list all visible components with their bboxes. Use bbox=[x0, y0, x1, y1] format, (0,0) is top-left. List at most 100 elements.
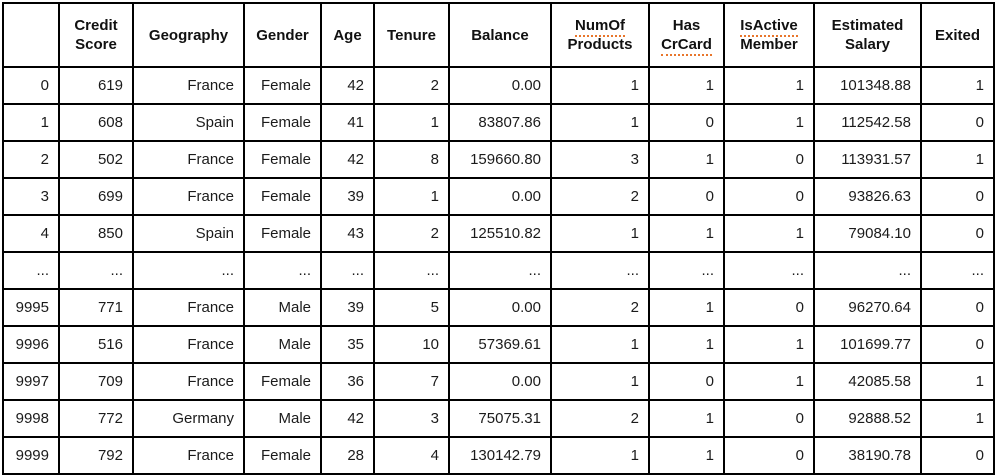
cell-estimated-salary: 101348.88 bbox=[813, 66, 922, 105]
cell-balance: 0.00 bbox=[448, 66, 552, 105]
cell-geography: France bbox=[132, 362, 245, 401]
column-header-text: Age bbox=[333, 26, 362, 44]
column-header-estimated-salary: Estimated Salary bbox=[813, 2, 922, 68]
cell-gender: Female bbox=[243, 214, 322, 253]
cell-exited: 0 bbox=[920, 288, 995, 327]
spellcheck-underline-word: CrCard bbox=[661, 36, 712, 56]
column-header-text: Estimated bbox=[831, 17, 904, 34]
cell-index: 1 bbox=[2, 103, 60, 142]
cell-tenure: 4 bbox=[373, 436, 450, 475]
column-header-text: Salary bbox=[844, 36, 891, 53]
cell-balance: 125510.82 bbox=[448, 214, 552, 253]
cell-index: 9995 bbox=[2, 288, 60, 327]
cell-index: 3 bbox=[2, 177, 60, 216]
table-row-4: 4 850 Spain Female 43 2 125510.82 1 1 1 79084.10 0 bbox=[2, 214, 995, 253]
cell-index: 9999 bbox=[2, 436, 60, 475]
cell-estimated-salary: 101699.77 bbox=[813, 325, 922, 364]
cell-credit-score: 709 bbox=[58, 362, 134, 401]
column-header-tenure: Tenure bbox=[373, 2, 450, 68]
column-header-num-of-products: NumOf Products bbox=[550, 2, 650, 68]
cell-exited: 1 bbox=[920, 399, 995, 438]
cell-geography: France bbox=[132, 288, 245, 327]
cell-geography: France bbox=[132, 140, 245, 179]
cell-tenure: 10 bbox=[373, 325, 450, 364]
cell-gender: Female bbox=[243, 177, 322, 216]
cell-num-of-products: 1 bbox=[550, 103, 650, 142]
column-header-has-crcard: Has CrCard bbox=[648, 2, 725, 68]
cell-gender: ... bbox=[243, 251, 322, 290]
cell-has-crcard: 0 bbox=[648, 103, 725, 142]
column-header-text: Has bbox=[672, 17, 701, 34]
cell-credit-score: 502 bbox=[58, 140, 134, 179]
cell-is-active-member: 0 bbox=[723, 436, 815, 475]
cell-tenure: 5 bbox=[373, 288, 450, 327]
cell-balance: 0.00 bbox=[448, 288, 552, 327]
cell-balance: 0.00 bbox=[448, 362, 552, 401]
cell-age: 36 bbox=[320, 362, 375, 401]
cell-balance: ... bbox=[448, 251, 552, 290]
cell-num-of-products: 1 bbox=[550, 66, 650, 105]
table-row-9997: 9997 709 France Female 36 7 0.00 1 0 1 42085.58 1 bbox=[2, 362, 995, 401]
cell-exited: 1 bbox=[920, 66, 995, 105]
spellcheck-underline-word: NumOf bbox=[575, 17, 625, 37]
cell-index: 9998 bbox=[2, 399, 60, 438]
cell-gender: Female bbox=[243, 362, 322, 401]
cell-index: 9996 bbox=[2, 325, 60, 364]
cell-age: 42 bbox=[320, 140, 375, 179]
cell-geography: France bbox=[132, 436, 245, 475]
cell-balance: 75075.31 bbox=[448, 399, 552, 438]
table-row-0: 0 619 France Female 42 2 0.00 1 1 1 101348.88 1 bbox=[2, 66, 995, 105]
cell-is-active-member: 1 bbox=[723, 103, 815, 142]
cell-gender: Female bbox=[243, 103, 322, 142]
column-header-text: CrCard bbox=[652, 35, 721, 56]
cell-tenure: 2 bbox=[373, 214, 450, 253]
cell-age: 35 bbox=[320, 325, 375, 364]
cell-exited: 0 bbox=[920, 177, 995, 216]
cell-num-of-products: 2 bbox=[550, 288, 650, 327]
cell-gender: Female bbox=[243, 436, 322, 475]
column-header-index bbox=[2, 2, 60, 68]
cell-gender: Male bbox=[243, 325, 322, 364]
cell-age: 28 bbox=[320, 436, 375, 475]
cell-tenure: 8 bbox=[373, 140, 450, 179]
table-row-9996: 9996 516 France Male 35 10 57369.61 1 1 1 101699.7… bbox=[2, 325, 995, 364]
cell-age: 39 bbox=[320, 177, 375, 216]
cell-geography: France bbox=[132, 325, 245, 364]
cell-gender: Female bbox=[243, 140, 322, 179]
cell-num-of-products: 1 bbox=[550, 325, 650, 364]
cell-is-active-member: 1 bbox=[723, 66, 815, 105]
column-header-text: Gender bbox=[256, 26, 309, 44]
table-row-9998: 9998 772 Germany Male 42 3 75075.31 2 1 0 92888.52… bbox=[2, 399, 995, 438]
cell-num-of-products: 2 bbox=[550, 399, 650, 438]
cell-is-active-member: 1 bbox=[723, 362, 815, 401]
cell-has-crcard: 1 bbox=[648, 325, 725, 364]
cell-has-crcard: 0 bbox=[648, 362, 725, 401]
cell-tenure: 1 bbox=[373, 177, 450, 216]
cell-is-active-member: 0 bbox=[723, 399, 815, 438]
cell-balance: 83807.86 bbox=[448, 103, 552, 142]
cell-has-crcard: 1 bbox=[648, 66, 725, 105]
column-header-age: Age bbox=[320, 2, 375, 68]
column-header-text: IsActive bbox=[727, 16, 811, 37]
cell-estimated-salary: 38190.78 bbox=[813, 436, 922, 475]
cell-has-crcard: ... bbox=[648, 251, 725, 290]
cell-credit-score: 608 bbox=[58, 103, 134, 142]
table-row-ellipsisellipsisellipsis: .................................... bbox=[2, 251, 995, 290]
cell-age: 42 bbox=[320, 399, 375, 438]
column-header-gender: Gender bbox=[243, 2, 322, 68]
table-body: 0 619 France Female 42 2 0.00 1 1 1 101348.88 1 1 608… bbox=[2, 66, 995, 475]
cell-estimated-salary: 112542.58 bbox=[813, 103, 922, 142]
cell-geography: France bbox=[132, 177, 245, 216]
column-header-text: Geography bbox=[148, 26, 229, 44]
cell-geography: ... bbox=[132, 251, 245, 290]
cell-exited: ... bbox=[920, 251, 995, 290]
column-header-text bbox=[6, 26, 56, 45]
column-header-text: Member bbox=[740, 36, 798, 53]
cell-exited: 1 bbox=[920, 140, 995, 179]
column-header-text: Score bbox=[75, 36, 117, 53]
column-header-text: Exited bbox=[934, 26, 980, 44]
table-row-1: 1 608 Spain Female 41 1 83807.86 1 0 1 112542.58 0 bbox=[2, 103, 995, 142]
column-header-text: NumOf bbox=[554, 16, 646, 37]
cell-tenure: 3 bbox=[373, 399, 450, 438]
